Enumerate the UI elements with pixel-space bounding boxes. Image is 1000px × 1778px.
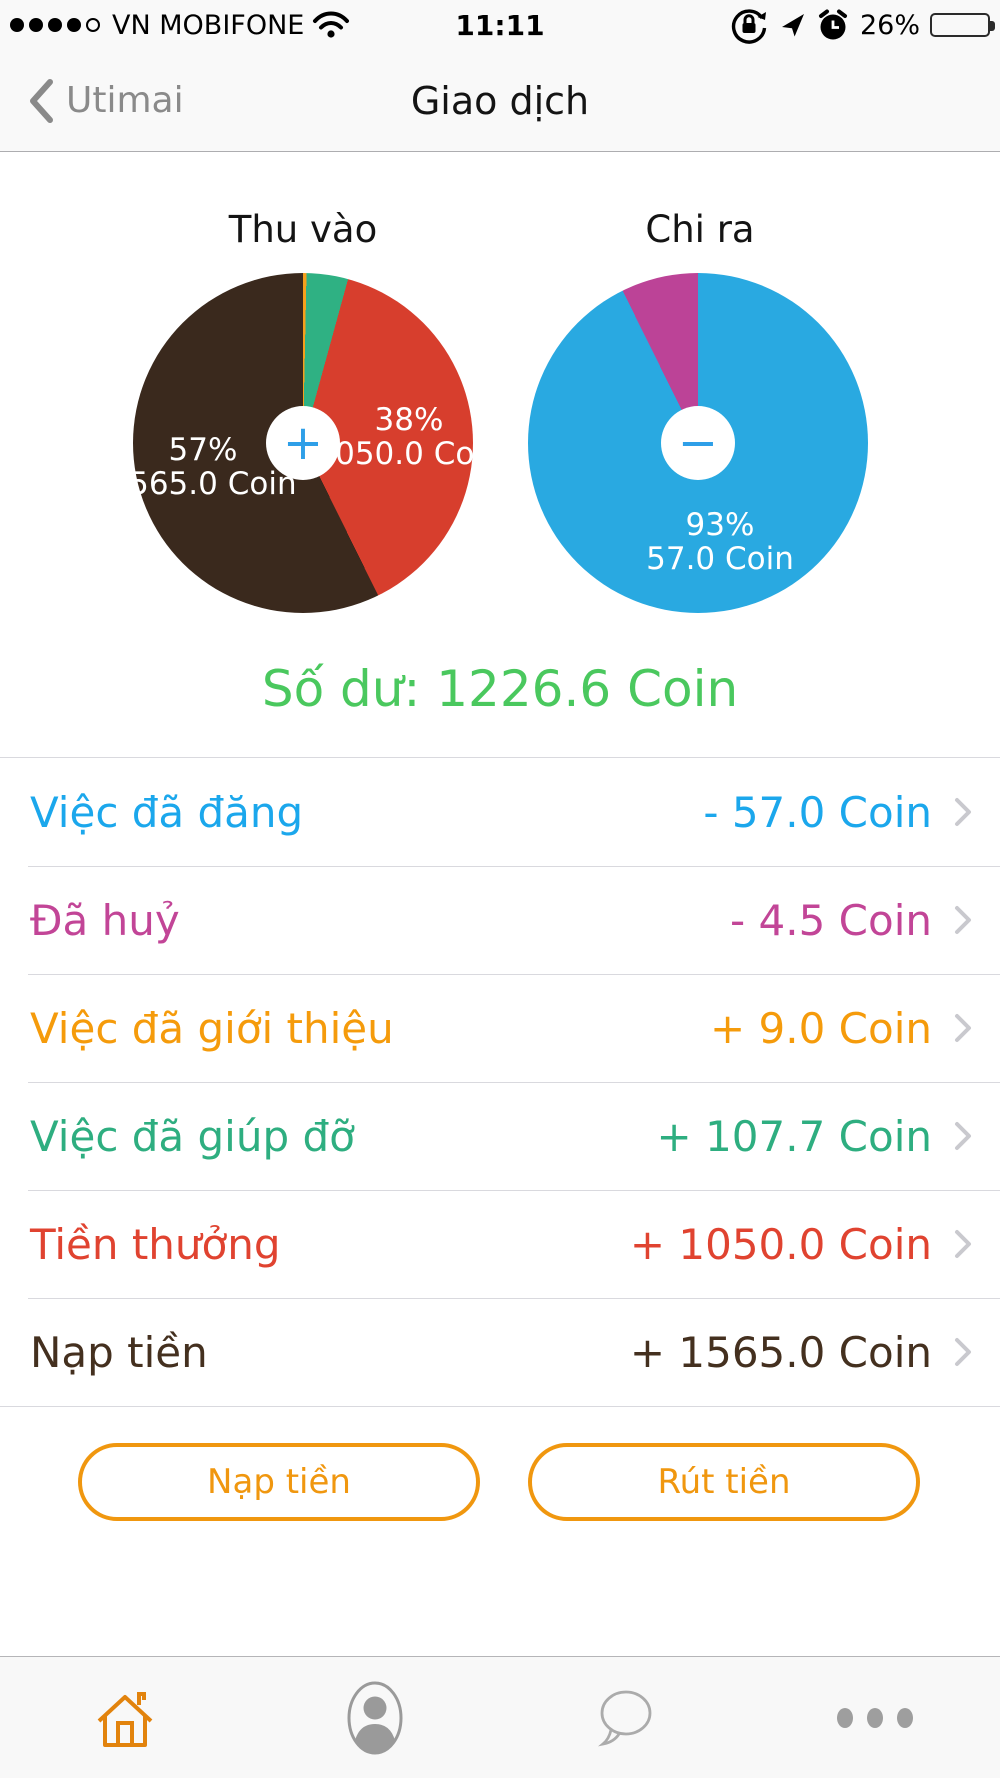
battery-icon <box>930 13 995 37</box>
profile-icon <box>347 1681 403 1754</box>
withdraw-button[interactable]: Rút tiền <box>528 1443 920 1521</box>
clock-label: 11:11 <box>455 8 545 42</box>
alarm-icon <box>818 9 847 40</box>
tab-profile[interactable] <box>250 1657 500 1778</box>
chevron-right-icon <box>955 906 971 934</box>
status-bar: VN MOBIFONE 11:11 <box>0 0 1000 50</box>
chevron-right-icon <box>955 1122 971 1150</box>
row-reward[interactable]: Tiền thưởng + 1050.0 Coin <box>0 1190 1000 1298</box>
income-pie-title: Thu vào <box>228 208 378 251</box>
chevron-right-icon <box>955 1338 971 1366</box>
wifi-icon <box>313 11 350 38</box>
transaction-list: Việc đã đăng - 57.0 Coin Đã huỷ - 4.5 Co… <box>0 757 1000 1407</box>
rotation-lock-icon <box>731 9 767 44</box>
tab-chat[interactable] <box>500 1657 750 1778</box>
chevron-right-icon <box>955 798 971 826</box>
action-buttons: Nạp tiền Rút tiền <box>0 1443 1000 1521</box>
row-referred-jobs[interactable]: Việc đã giới thiệu + 9.0 Coin <box>0 974 1000 1082</box>
battery-percent-label: 26% <box>859 9 920 41</box>
row-posted-jobs[interactable]: Việc đã đăng - 57.0 Coin <box>0 758 1000 866</box>
pie-slice-label: 38% 1050.0 Coin <box>315 402 503 472</box>
back-chevron-icon <box>30 78 53 123</box>
carrier-label: VN MOBIFONE <box>112 9 305 41</box>
page-title: Giao dịch <box>410 78 590 123</box>
expense-pie-chart[interactable]: 93% 57.0 Coin − <box>528 273 868 613</box>
tab-home[interactable] <box>0 1657 250 1778</box>
balance-label: Số dư: 1226.6 Coin <box>261 660 739 718</box>
chevron-right-icon <box>955 1230 971 1258</box>
home-icon <box>97 1691 153 1747</box>
pie-slice-label: 93% 57.0 Coin <box>646 507 794 577</box>
location-icon <box>781 14 804 37</box>
minus-icon: − <box>661 406 735 480</box>
tab-bar <box>0 1656 1000 1778</box>
plus-icon: + <box>266 406 340 480</box>
deposit-button[interactable]: Nạp tiền <box>78 1443 480 1521</box>
expense-pie-title: Chi ra <box>645 208 755 251</box>
row-cancelled[interactable]: Đã huỷ - 4.5 Coin <box>0 866 1000 974</box>
back-button[interactable]: Utimai <box>28 50 184 151</box>
back-label: Utimai <box>66 80 184 121</box>
nav-bar: Utimai Giao dịch <box>0 50 1000 151</box>
income-pie-chart[interactable]: 38% 1050.0 Coin 57% 1565.0 Coin + <box>109 273 503 613</box>
chat-icon <box>598 1690 652 1746</box>
cell-signal-icon <box>10 18 100 32</box>
row-deposit[interactable]: Nạp tiền + 1565.0 Coin <box>0 1298 1000 1406</box>
top-chrome: VN MOBIFONE 11:11 <box>0 0 1000 152</box>
more-icon <box>837 1707 913 1728</box>
chevron-right-icon <box>955 1014 971 1042</box>
pie-slice-label: 57% 1565.0 Coin <box>109 432 297 502</box>
row-helped-jobs[interactable]: Việc đã giúp đỡ + 107.7 Coin <box>0 1082 1000 1190</box>
tab-more[interactable] <box>750 1657 1000 1778</box>
